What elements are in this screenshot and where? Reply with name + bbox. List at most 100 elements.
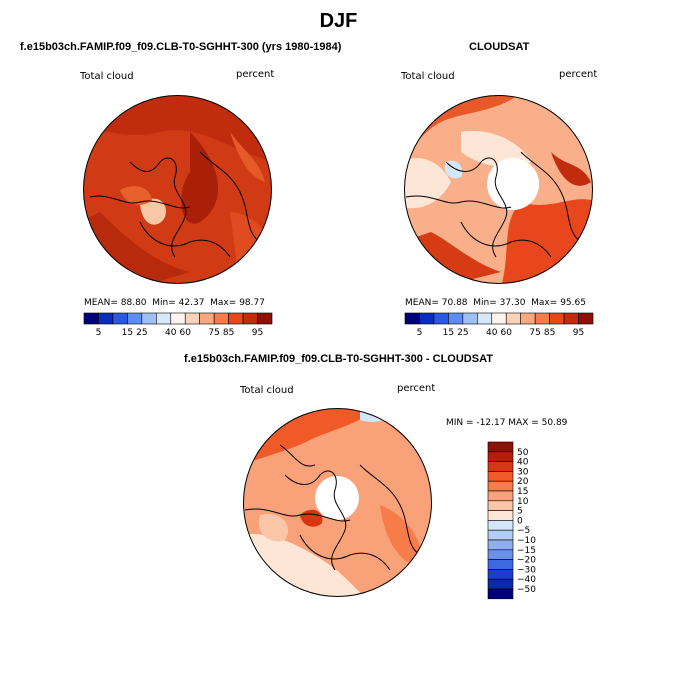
panel1-colorbar-swatch (98, 312, 114, 325)
panel1-colorbar-tick-label: 60 (180, 328, 192, 338)
panel2-colorbar-swatch (433, 312, 449, 325)
panel1-max-value: 98.77 (239, 298, 265, 308)
panel1-min-label: Min= (152, 298, 176, 308)
panel3-colorbar-swatch (487, 539, 514, 551)
panel2-map-border (404, 95, 593, 284)
panel1-colorbar-tick-label: 5 (96, 328, 102, 338)
panel3-colorbar-tick-label: 50 (517, 448, 529, 458)
panel2-colorbar-swatch (462, 312, 478, 325)
panel2-colorbar-swatch (477, 312, 493, 325)
panel3-colorbar-tick-label: −50 (517, 585, 536, 595)
panel3-map (243, 408, 432, 597)
panel1-field-patch (140, 198, 166, 225)
panel3-colorbar-swatch (487, 500, 514, 511)
panel3-colorbar-tick-label: −40 (517, 575, 536, 585)
panel3-colorbar-tick-label: 0 (517, 516, 523, 526)
panel1-map (83, 95, 272, 284)
panel3-colorbar-swatch (487, 451, 514, 462)
panel2-colorbar-swatch (505, 312, 521, 325)
panel2-map (404, 95, 593, 284)
panel2-colorbar-tick-label: 60 (501, 328, 513, 338)
panel2-missing-data-hole (487, 158, 539, 210)
panel1-mean-label: MEAN= (84, 298, 118, 308)
panel3-colorbar-swatch (487, 578, 514, 590)
panel1-colorbar-swatch (184, 312, 200, 325)
panel3-coastlines (244, 444, 421, 571)
panel1-colorbar-tick-label: 15 (122, 328, 133, 338)
panel2-colorbar-swatch (549, 312, 565, 325)
panel3-colorbar-tick-label: 5 (517, 507, 523, 517)
panel3-colorbar-swatch (487, 520, 514, 531)
panel3-units-label: percent (397, 383, 436, 394)
panel2-max-label: Max= (531, 298, 558, 308)
panel2-colorbar-swatch (448, 312, 464, 325)
panel1-field-patch (120, 186, 152, 205)
panel2-mean-value: 70.88 (441, 298, 468, 308)
panel1-title: f.e15b03ch.FAMIP.f09_f09.CLB-T0-SGHHT-30… (20, 41, 342, 53)
panel1-field-patch (230, 132, 265, 182)
panel2-min-value: 37.30 (499, 298, 526, 308)
panel2-title: CLOUDSAT (469, 41, 530, 53)
panel2-colorbar-swatch (520, 312, 536, 325)
panel2-field-patch (501, 199, 593, 284)
panel2-min-label: Min= (473, 298, 497, 308)
panel1-min-value: 42.37 (178, 298, 205, 308)
figure-title: DJF (319, 10, 358, 32)
panel3-colorbar-tick-label: −30 (517, 565, 536, 575)
panel3-colorbar-swatch (487, 529, 514, 541)
panel1-colorbar-tick-label: 75 (208, 328, 219, 338)
panel2-colorbar-swatch (491, 312, 507, 325)
panel2-stats: MEAN= 70.88 Min= 37.30 Max= 95.65 (405, 298, 586, 308)
panel2-mean-label: MEAN= (405, 298, 439, 308)
panel1-colorbar-swatch (112, 312, 128, 325)
panel3-colorbar-tick-label: 20 (517, 477, 529, 487)
panel1-colorbar: 5 15 25 40 60 75 85 95 (83, 312, 273, 338)
panel3-colorbar-swatch (487, 588, 514, 600)
panel3-colorbar-swatch (487, 559, 514, 570)
panel1-colorbar-swatch (257, 312, 273, 325)
panel1-stats: MEAN= 88.80 Min= 42.37 Max= 98.77 (84, 298, 265, 308)
panel3-colorbar-swatch (487, 510, 514, 521)
panel1-map-border (83, 95, 272, 284)
panel1-field-patch (230, 212, 272, 284)
panel1-variable-label: Total cloud (80, 71, 134, 82)
panel1-colorbar-swatch (242, 312, 258, 325)
panel1-mean-value: 88.80 (120, 298, 147, 308)
panel3-colorbar-swatch (487, 549, 514, 560)
panel1-colorbar-swatch (228, 312, 244, 325)
panel1-colorbar-tick-label: 40 (165, 328, 177, 338)
panel2-colorbar-tick-label: 75 (529, 328, 540, 338)
panel2-colorbar-swatch (578, 312, 594, 325)
panel2-colorbar-tick-label: 85 (544, 328, 555, 338)
panel1-colorbar-swatch (170, 312, 186, 325)
panel1-colorbar-tick-label: 25 (136, 328, 147, 338)
panel1-units-label: percent (236, 69, 275, 80)
panel3-field-patch (360, 410, 400, 422)
panel1-colorbar-swatch (213, 312, 229, 325)
panel3-colorbar-swatch (487, 471, 514, 482)
panel1-colorbar-swatch (141, 312, 157, 325)
panel3-colorbar-tick-label: −15 (517, 546, 536, 556)
panel2-colorbar-tick-label: 5 (417, 328, 423, 338)
panel2-colorbar-swatch (404, 312, 420, 325)
panel2-colorbar-swatch (563, 312, 579, 325)
panel3-colorbar-tick-label: −20 (517, 556, 536, 566)
panel2-colorbar-tick-label: 15 (443, 328, 454, 338)
panel2-colorbar-tick-label: 40 (486, 328, 498, 338)
panel3-field-patch (380, 505, 425, 566)
panel3-colorbar-tick-label: 30 (517, 467, 529, 477)
panel1-coastlines (89, 151, 261, 258)
panel2-colorbar-tick-label: 25 (457, 328, 468, 338)
panel3-colorbar-tick-label: −10 (517, 536, 536, 546)
panel3-colorbar-tick-label: 15 (517, 487, 528, 497)
panel2-colorbar-swatch (534, 312, 550, 325)
panel2-units-label: percent (559, 69, 598, 80)
panel1-colorbar-swatch (83, 312, 99, 325)
panel1-colorbar-swatch (156, 312, 172, 325)
panel1-colorbar-tick-label: 95 (252, 328, 263, 338)
panel2-colorbar-tick-label: 95 (573, 328, 584, 338)
panel1-colorbar-tick-label: 85 (223, 328, 234, 338)
panel2-field-patch (551, 152, 591, 186)
panel2-colorbar-swatch (419, 312, 435, 325)
